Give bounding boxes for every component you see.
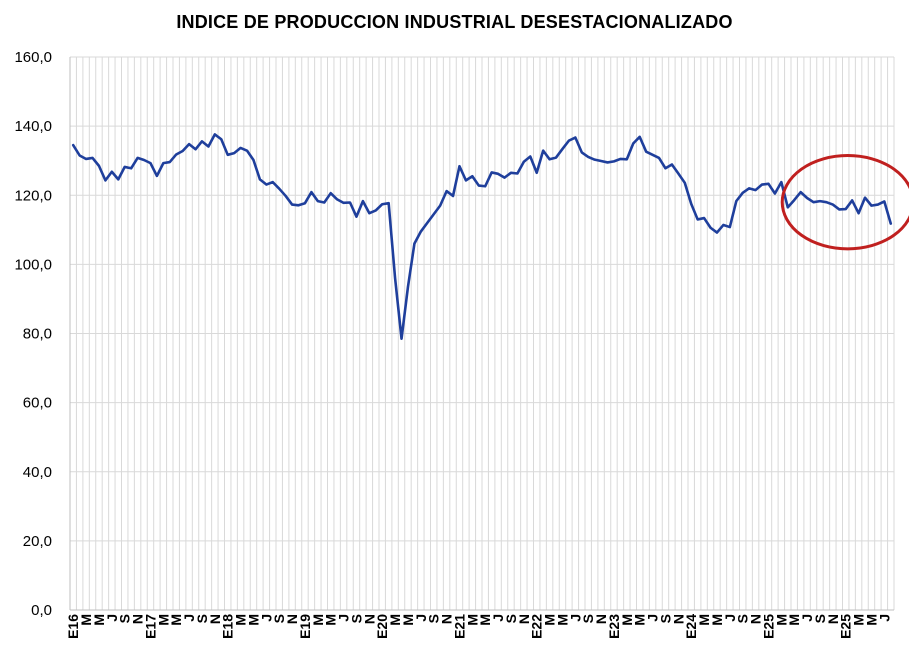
x-tick-label: S [426, 614, 442, 623]
y-tick-label: 40,0 [23, 464, 52, 481]
x-tick-label: E22 [529, 614, 545, 639]
x-tick-label: M [400, 614, 416, 626]
x-tick-label: S [194, 614, 210, 623]
x-tick-label: S [657, 614, 673, 623]
x-tick-label: M [464, 614, 480, 626]
x-tick-label: S [503, 614, 519, 623]
series-layer [71, 133, 893, 340]
x-tick-label: E20 [374, 614, 390, 639]
x-tick-label: J [799, 614, 815, 622]
x-tick-label: E24 [683, 614, 699, 639]
x-tick-label: E23 [606, 614, 622, 639]
x-tick-label: N [439, 614, 455, 624]
y-tick-label: 80,0 [23, 326, 52, 343]
y-tick-label: 160,0 [14, 49, 52, 66]
x-tick-label: N [748, 614, 764, 624]
y-axis-ticks: 0,0 20,0 40,0 60,0 80,0 100,0 120,0 140,0 160,0 [14, 49, 52, 619]
x-tick-label: J [104, 614, 120, 622]
x-tick-label: J [722, 614, 738, 622]
x-tick-label: J [258, 614, 274, 622]
x-tick-label: J [490, 614, 506, 622]
x-tick-label: N [284, 614, 300, 624]
x-tick-label: M [554, 614, 570, 626]
x-tick-label: S [580, 614, 596, 623]
x-tick-label: N [516, 614, 532, 624]
x-tick-label: S [735, 614, 751, 623]
y-tick-label: 60,0 [23, 395, 52, 412]
x-tick-label: M [168, 614, 184, 626]
x-tick-label: M [155, 614, 171, 626]
x-tick-label: E17 [142, 614, 158, 639]
y-tick-label: 120,0 [14, 187, 52, 204]
x-tick-label: J [876, 614, 892, 622]
x-tick-label: M [863, 614, 879, 626]
x-tick-label: S [812, 614, 828, 623]
x-tick-label: E19 [297, 614, 313, 639]
x-tick-label: M [78, 614, 94, 626]
y-tick-label: 140,0 [14, 118, 52, 135]
x-tick-label: J [567, 614, 583, 622]
x-tick-label: M [245, 614, 261, 626]
x-tick-label: N [130, 614, 146, 624]
y-tick-label: 20,0 [23, 533, 52, 550]
x-tick-label: S [117, 614, 133, 623]
x-tick-label: M [387, 614, 403, 626]
x-tick-label: J [413, 614, 429, 622]
x-tick-label: M [709, 614, 725, 626]
x-tick-label: N [207, 614, 223, 624]
x-tick-label: M [542, 614, 558, 626]
x-tick-label: S [271, 614, 287, 623]
x-tick-label: M [323, 614, 339, 626]
x-tick-label: E21 [451, 614, 467, 639]
x-tick-label: E25 [838, 614, 854, 639]
annotation-layer [780, 154, 909, 251]
x-tick-label: E18 [220, 614, 236, 639]
x-tick-label: N [593, 614, 609, 624]
x-tick-label: E25 [760, 614, 776, 639]
x-tick-label: M [773, 614, 789, 626]
x-tick-label: M [477, 614, 493, 626]
x-tick-label: M [632, 614, 648, 626]
x-tick-label: N [670, 614, 686, 624]
x-tick-label: M [696, 614, 712, 626]
y-tick-label: 0,0 [31, 602, 52, 619]
x-tick-label: S [348, 614, 364, 623]
series-line [71, 133, 893, 340]
y-tick-label: 100,0 [14, 256, 52, 273]
x-tick-label: M [233, 614, 249, 626]
x-tick-label: J [645, 614, 661, 622]
grid-lines [69, 56, 895, 611]
x-tick-label: M [91, 614, 107, 626]
x-tick-label: N [825, 614, 841, 624]
x-tick-label: J [181, 614, 197, 622]
x-tick-label: M [310, 614, 326, 626]
x-tick-label: M [619, 614, 635, 626]
x-tick-label: M [851, 614, 867, 626]
highlight-ellipse [780, 154, 909, 251]
chart-title: INDICE DE PRODUCCION INDUSTRIAL DESESTAC… [176, 12, 733, 32]
x-tick-label: J [336, 614, 352, 622]
x-tick-label: E16 [65, 614, 81, 639]
x-tick-label: N [361, 614, 377, 624]
x-axis-ticks: E16MMJSNE17MMJSNE18MMJSNE19MMJSNE20MMJSN… [65, 614, 892, 639]
x-tick-label: M [786, 614, 802, 626]
